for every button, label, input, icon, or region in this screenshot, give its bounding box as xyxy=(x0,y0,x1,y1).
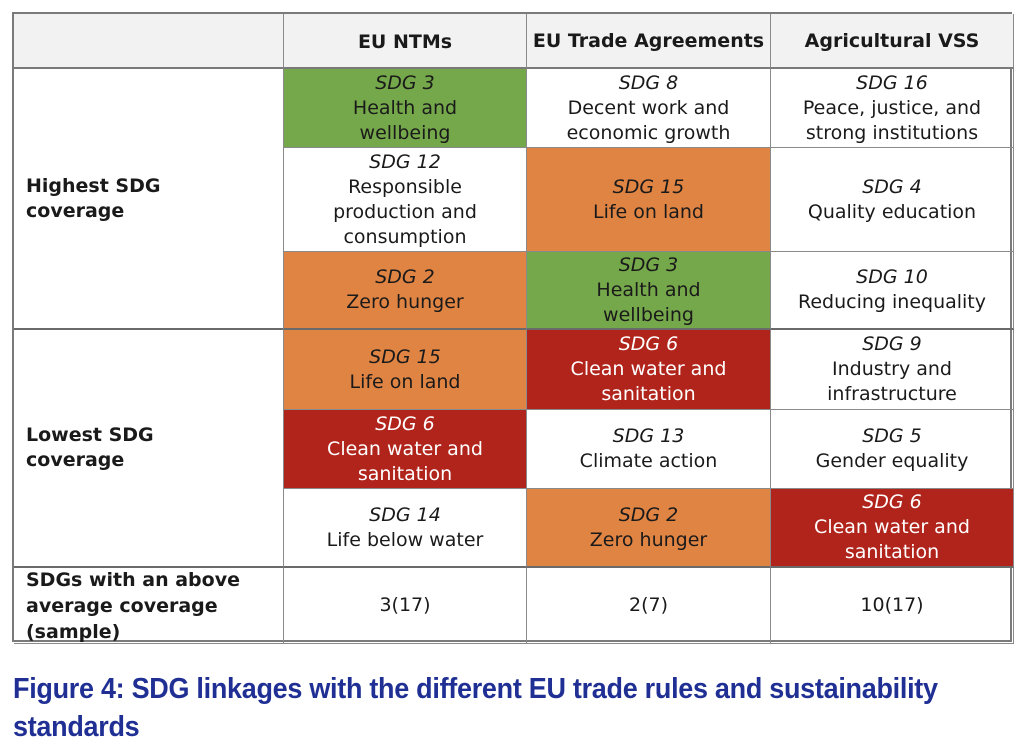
sdg-cell: SDG 6 Clean water and sanitation xyxy=(527,330,771,410)
sdg-cell: SDG 9 Industry and infrastructure xyxy=(771,330,1014,410)
figure-caption: Figure 4: SDG linkages with the differen… xyxy=(13,673,938,743)
column-header-label: Agricultural VSS xyxy=(804,29,980,52)
sdg-name: Peace, justice, and strong institutions xyxy=(802,96,982,144)
sdg-name: Climate action xyxy=(579,450,718,472)
sdg-number: SDG 2 xyxy=(618,503,679,526)
sdg-cell: SDG 15 Life on land xyxy=(527,148,771,252)
column-header: Agricultural VSS xyxy=(771,14,1014,69)
column-header: EU NTMs xyxy=(284,14,527,69)
sdg-name: Gender equality xyxy=(815,450,969,472)
column-header-label: EU Trade Agreements xyxy=(532,29,765,52)
sdg-number: SDG 15 xyxy=(612,175,685,198)
sdg-number: SDG 3 xyxy=(375,71,435,94)
sdg-number: SDG 16 xyxy=(856,71,928,94)
sdg-name: Health and wellbeing xyxy=(596,278,701,326)
row-group-header: Lowest SDG coverage xyxy=(14,330,284,568)
summary-value: 2(7) xyxy=(527,568,771,644)
sdg-cell: SDG 10 Reducing inequality xyxy=(771,252,1014,330)
sdg-cell: SDG 3 Health and wellbeing xyxy=(527,252,771,330)
sdg-name: Life below water xyxy=(326,528,484,551)
sdg-name: Responsible production and consumption xyxy=(333,175,477,248)
summary-label: SDGs with an above average coverage (sam… xyxy=(26,568,240,643)
sdg-name: Quality education xyxy=(807,200,977,223)
sdg-name: Life on land xyxy=(592,200,704,223)
sdg-cell: SDG 15 Life on land xyxy=(284,330,527,410)
sdg-number: SDG 4 xyxy=(862,175,922,198)
column-header-label: EU NTMs xyxy=(357,30,453,53)
sdg-name: Reducing inequality xyxy=(797,291,986,313)
summary-value: 3(17) xyxy=(284,568,527,644)
sdg-number: SDG 14 xyxy=(369,503,441,526)
sdg-number: SDG 10 xyxy=(856,266,928,288)
summary-value: 10(17) xyxy=(771,568,1014,644)
sdg-cell: SDG 2 Zero hunger xyxy=(527,489,771,568)
sdg-cell: SDG 14 Life below water xyxy=(284,489,527,568)
summary-value-text: 10(17) xyxy=(860,594,924,616)
summary-row-header: SDGs with an above average coverage (sam… xyxy=(14,568,284,644)
sdg-linkage-table: EU NTMs EU Trade Agreements Agricultural V… xyxy=(12,12,1014,644)
row-group-label: Highest SDG coverage xyxy=(26,174,161,222)
sdg-cell: SDG 3 Health and wellbeing xyxy=(284,69,527,148)
sdg-number: SDG 9 xyxy=(862,333,922,355)
sdg-name: Zero hunger xyxy=(346,291,464,313)
sdg-cell: SDG 13 Climate action xyxy=(527,410,771,489)
sdg-number: SDG 6 xyxy=(618,333,679,355)
summary-value-text: 3(17) xyxy=(379,594,431,616)
sdg-cell: SDG 12 Responsible production and consump… xyxy=(284,148,527,252)
header-corner xyxy=(14,14,284,69)
sdg-number: SDG 12 xyxy=(369,150,441,173)
sdg-cell: SDG 6 Clean water and sanitation xyxy=(771,489,1014,568)
sdg-number: SDG 3 xyxy=(618,253,679,276)
sdg-cell: SDG 8 Decent work and economic growth xyxy=(527,69,771,148)
row-group-label: Lowest SDG coverage xyxy=(26,424,154,471)
sdg-number: SDG 6 xyxy=(862,491,922,513)
sdg-number: SDG 2 xyxy=(375,266,435,288)
sdg-number: SDG 8 xyxy=(618,71,679,94)
sdg-name: Health and wellbeing xyxy=(352,96,458,144)
sdg-name: Clean water and sanitation xyxy=(814,516,970,563)
sdg-name: Industry and infrastructure xyxy=(827,358,957,405)
sdg-name: Decent work and economic growth xyxy=(566,96,731,144)
sdg-cell: SDG 4 Quality education xyxy=(771,148,1014,252)
summary-value-text: 2(7) xyxy=(628,594,668,616)
sdg-cell: SDG 2 Zero hunger xyxy=(284,252,527,330)
sdg-number: SDG 13 xyxy=(612,425,685,447)
sdg-name: Clean water and sanitation xyxy=(570,358,727,405)
sdg-cell: SDG 16 Peace, justice, and strong institu… xyxy=(771,69,1014,148)
column-header: EU Trade Agreements xyxy=(527,14,771,69)
sdg-name: Zero hunger xyxy=(589,528,708,551)
row-group-header: Highest SDG coverage xyxy=(14,69,284,330)
sdg-name: Clean water and sanitation xyxy=(327,437,483,485)
sdg-name: Life on land xyxy=(349,370,461,393)
sdg-cell: SDG 6 Clean water and sanitation xyxy=(284,410,527,489)
sdg-cell: SDG 5 Gender equality xyxy=(771,410,1014,489)
sdg-number: SDG 15 xyxy=(369,345,441,368)
sdg-number: SDG 5 xyxy=(862,425,922,447)
sdg-number: SDG 6 xyxy=(375,412,435,435)
